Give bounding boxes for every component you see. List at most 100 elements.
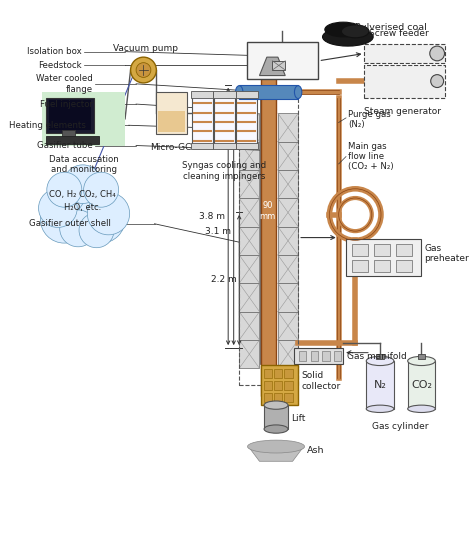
Text: Main gas
flow line
(CO₂ + N₂): Main gas flow line (CO₂ + N₂) [348,142,393,172]
Bar [264,393,273,402]
Bar [239,255,259,284]
Text: Isolation box: Isolation box [27,47,82,56]
Bar [239,227,259,255]
Bar [278,198,298,227]
Bar [284,369,292,378]
Bar [284,393,292,402]
Bar [299,351,306,361]
Ellipse shape [325,22,362,37]
Bar [264,405,288,429]
Circle shape [47,172,82,207]
Text: Heating elements: Heating elements [9,121,85,130]
Bar [213,91,236,98]
Bar [278,113,298,142]
Ellipse shape [264,425,288,433]
Circle shape [77,195,125,243]
Bar [264,381,273,391]
Bar [46,136,99,144]
Bar [239,340,259,368]
Text: Fuel injector: Fuel injector [40,100,93,109]
Bar [352,259,368,272]
Bar [237,92,257,148]
Circle shape [131,57,156,83]
Text: Steam generator: Steam generator [365,107,441,116]
Ellipse shape [341,25,369,38]
Bar [418,354,425,359]
Polygon shape [248,447,304,461]
Bar [376,354,384,359]
Bar [346,240,421,276]
Bar [239,85,298,100]
Bar [278,340,298,368]
Text: Solid
collector: Solid collector [302,371,341,391]
Text: Feedstock: Feedstock [38,61,82,70]
Ellipse shape [366,356,394,365]
Bar [42,92,125,146]
Bar [239,170,259,198]
Bar [408,361,435,409]
Text: 3.8 m: 3.8 m [200,212,226,221]
Bar [352,244,368,256]
Bar [261,63,276,396]
Bar [239,142,259,170]
Text: Syngas cooling and
cleaning impingers: Syngas cooling and cleaning impingers [182,161,266,181]
Circle shape [40,195,88,243]
Text: Gasifier outer shell: Gasifier outer shell [29,219,111,228]
Bar [239,312,259,340]
Polygon shape [259,57,285,75]
Text: Gas
preheater: Gas preheater [424,243,469,263]
Bar [278,227,298,255]
Ellipse shape [322,28,373,46]
Bar [322,351,330,361]
Circle shape [79,213,114,248]
Circle shape [50,172,116,239]
Bar [46,98,94,133]
Ellipse shape [408,405,435,412]
Text: Pulverised coal: Pulverised coal [355,23,427,32]
Bar [334,351,341,361]
Text: Water cooled
flange: Water cooled flange [36,74,93,94]
Bar [236,143,258,149]
Bar [396,244,412,256]
Bar [365,65,446,98]
Text: 2.2 m: 2.2 m [211,276,237,285]
Bar [246,42,319,79]
Text: Micro-GC: Micro-GC [150,143,192,152]
Ellipse shape [236,86,243,98]
Bar [278,255,298,284]
Bar [239,284,259,312]
Bar [49,101,91,130]
Bar [213,143,236,149]
Text: Lift: Lift [291,414,305,423]
Circle shape [136,63,151,78]
Circle shape [87,193,130,235]
Bar [156,92,187,134]
Circle shape [60,210,97,247]
Circle shape [64,165,102,203]
Bar [191,143,213,149]
Ellipse shape [294,86,302,98]
Bar [365,44,446,63]
Bar [374,244,390,256]
Bar [236,91,258,98]
Bar [278,312,298,340]
Text: Ash: Ash [307,446,325,455]
Bar [278,284,298,312]
Bar [274,369,283,378]
Bar [274,381,283,391]
Bar [273,61,285,70]
Bar [214,92,235,148]
Bar [191,91,213,98]
Ellipse shape [247,440,305,453]
Bar [239,113,259,142]
Bar [278,142,298,170]
Circle shape [430,46,445,61]
Ellipse shape [366,405,394,412]
Bar [366,361,394,409]
Text: Vacuum pump: Vacuum pump [113,44,178,54]
Text: 90
mm: 90 mm [260,201,276,220]
Bar [63,130,75,138]
Text: Gasifier tube: Gasifier tube [37,141,93,150]
Bar [396,259,412,272]
Circle shape [431,75,444,88]
